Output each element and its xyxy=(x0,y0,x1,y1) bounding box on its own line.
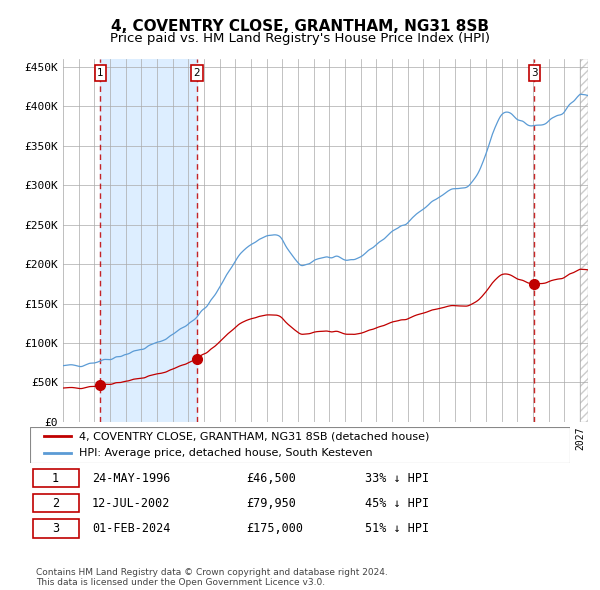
Text: 24-MAY-1996: 24-MAY-1996 xyxy=(92,472,170,485)
Text: 01-FEB-2024: 01-FEB-2024 xyxy=(92,522,170,535)
Text: Price paid vs. HM Land Registry's House Price Index (HPI): Price paid vs. HM Land Registry's House … xyxy=(110,32,490,45)
Text: £175,000: £175,000 xyxy=(246,522,303,535)
Text: HPI: Average price, detached house, South Kesteven: HPI: Average price, detached house, Sout… xyxy=(79,448,372,458)
Text: 2: 2 xyxy=(193,68,200,78)
FancyBboxPatch shape xyxy=(30,427,570,463)
Text: 4, COVENTRY CLOSE, GRANTHAM, NG31 8SB (detached house): 4, COVENTRY CLOSE, GRANTHAM, NG31 8SB (d… xyxy=(79,431,429,441)
Text: 45% ↓ HPI: 45% ↓ HPI xyxy=(365,497,429,510)
FancyBboxPatch shape xyxy=(33,494,79,513)
Text: 1: 1 xyxy=(52,472,59,485)
FancyBboxPatch shape xyxy=(33,468,79,487)
Bar xyxy=(100,59,197,422)
Text: 12-JUL-2002: 12-JUL-2002 xyxy=(92,497,170,510)
Text: 3: 3 xyxy=(531,68,538,78)
Text: 3: 3 xyxy=(52,522,59,535)
Text: 33% ↓ HPI: 33% ↓ HPI xyxy=(365,472,429,485)
Text: Contains HM Land Registry data © Crown copyright and database right 2024.
This d: Contains HM Land Registry data © Crown c… xyxy=(36,568,388,587)
Text: 1: 1 xyxy=(97,68,104,78)
FancyBboxPatch shape xyxy=(33,519,79,537)
Text: 51% ↓ HPI: 51% ↓ HPI xyxy=(365,522,429,535)
Text: 2: 2 xyxy=(52,497,59,510)
Text: £46,500: £46,500 xyxy=(246,472,296,485)
Text: 4, COVENTRY CLOSE, GRANTHAM, NG31 8SB: 4, COVENTRY CLOSE, GRANTHAM, NG31 8SB xyxy=(111,19,489,34)
Text: £79,950: £79,950 xyxy=(246,497,296,510)
